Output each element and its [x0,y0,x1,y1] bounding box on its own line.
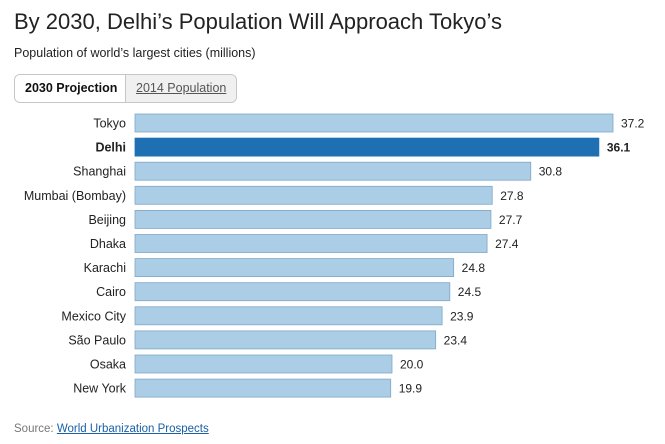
category-label: New York [73,382,127,396]
source-link[interactable]: World Urbanization Prospects [56,423,209,435]
category-label: Dhaka [90,237,126,251]
bar-highlighted[interactable] [134,137,600,157]
bar[interactable] [134,330,437,350]
value-label: 24.8 [462,261,486,275]
category-label: Delhi [95,141,126,155]
chart-title: By 2030, Delhi’s Population Will Approac… [14,9,502,34]
value-label: 23.4 [444,333,468,347]
bar[interactable] [134,234,488,253]
bar[interactable] [134,378,392,398]
category-label: Shanghai [73,165,126,179]
value-label: 20.0 [400,358,424,372]
category-label: São Paulo [68,333,126,347]
category-label: Beijing [88,213,126,227]
value-label: 27.8 [500,189,524,203]
category-label: Mexico City [61,309,126,323]
view-toggle: 2030 Projection 2014 Population [14,74,237,103]
bar[interactable] [134,354,393,374]
source-prefix: Source: [14,423,57,435]
value-label: 37.2 [621,117,645,131]
tab-2014-population[interactable]: 2014 Population [126,75,236,102]
category-label: Tokyo [93,117,126,131]
value-label: 27.7 [499,213,523,227]
bar[interactable] [134,210,492,229]
bar-chart: Tokyo 37.2 Delhi 36.1 Shanghai 30.8 Mumbai (Bo… [24,113,645,398]
bar[interactable] [134,161,532,181]
value-label: 27.4 [495,237,519,251]
category-label: Osaka [90,358,126,372]
value-label: 24.5 [458,285,482,299]
bar[interactable] [134,113,614,133]
value-label: 30.8 [539,165,563,179]
bar[interactable] [134,258,455,278]
bar[interactable] [134,306,443,326]
source-note: Source: World Urbanization Prospects [14,423,209,435]
tab-2030-projection[interactable]: 2030 Projection [15,75,126,102]
bar[interactable] [134,282,451,302]
category-label: Mumbai (Bombay) [24,189,126,203]
value-label: 19.9 [399,382,423,396]
category-label: Cairo [96,285,126,299]
value-label: 36.1 [607,141,631,155]
bar[interactable] [134,185,493,205]
value-label: 23.9 [450,309,474,323]
category-label: Karachi [84,261,126,275]
chart-subtitle: Population of world’s largest cities (mi… [14,46,256,60]
